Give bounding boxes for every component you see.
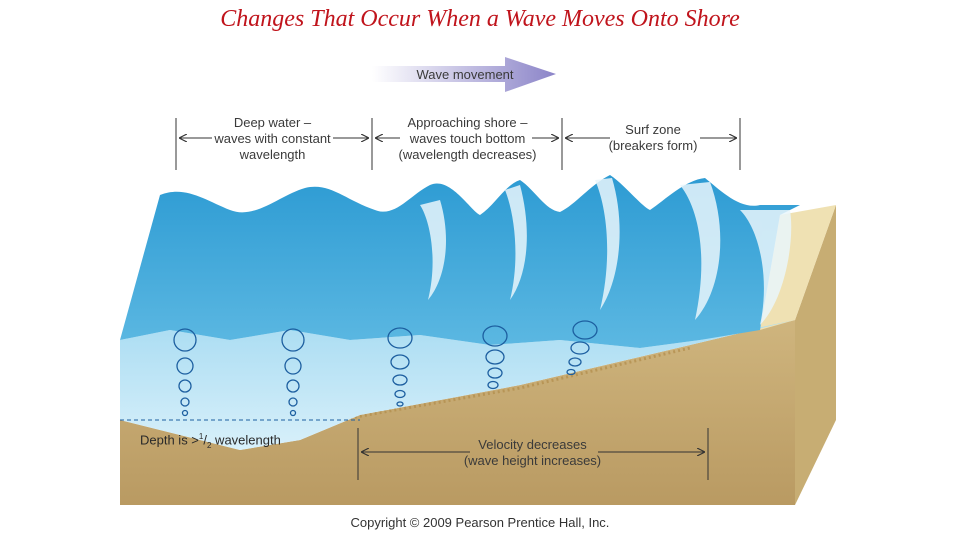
orbit-column-4 bbox=[482, 325, 508, 390]
sea-floor-front bbox=[120, 320, 795, 505]
zone-label-surf-zone: Surf zone (breakers form) bbox=[608, 122, 698, 153]
orbital-motion bbox=[173, 320, 598, 417]
zone-label-deep-water: Deep water – waves with constant wavelen… bbox=[214, 115, 331, 162]
zone-dimension-lines bbox=[175, 118, 741, 170]
zone-label-approaching-shore: Approaching shore – waves touch bottom (… bbox=[398, 115, 537, 162]
velocity-label: Velocity decreases (wave height increase… bbox=[463, 437, 602, 468]
velocity-dimension bbox=[357, 428, 709, 480]
wave-surface bbox=[120, 175, 800, 348]
beach-side-face bbox=[795, 205, 836, 505]
orbit-column-5 bbox=[566, 320, 598, 376]
orbit-column-3 bbox=[387, 327, 413, 407]
wave-movement-arrow bbox=[372, 57, 556, 92]
wave-movement-label: Wave movement bbox=[416, 67, 514, 82]
orbit-column-2 bbox=[281, 328, 305, 417]
subsurface-water bbox=[120, 320, 795, 450]
orbit-column-1 bbox=[173, 328, 197, 417]
breaker-foam bbox=[420, 178, 792, 325]
diagram-title: Changes That Occur When a Wave Moves Ont… bbox=[220, 6, 740, 32]
copyright-notice: Copyright © 2009 Pearson Prentice Hall, … bbox=[350, 515, 610, 530]
depth-label: Depth is >1/2 wavelength bbox=[140, 432, 281, 450]
